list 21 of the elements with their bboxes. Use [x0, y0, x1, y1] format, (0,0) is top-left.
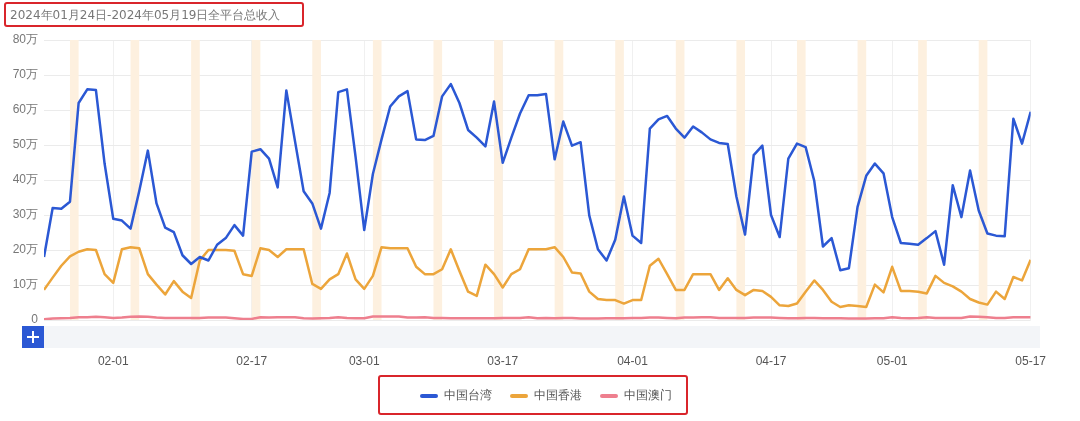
legend-label: 中国澳门: [623, 387, 672, 404]
x-tick-label: 03-01: [348, 353, 380, 368]
y-tick-label: 30万: [12, 207, 38, 222]
x-tick-label: 05-17: [1015, 353, 1047, 368]
y-tick-label: 50万: [12, 137, 38, 152]
y-tick-label: 0: [31, 312, 39, 327]
x-tick-label: 05-01: [876, 353, 908, 368]
y-tick-label: 70万: [12, 67, 38, 82]
x-tick-label: 03-17: [487, 353, 519, 368]
y-tick-label: 80万: [12, 32, 38, 47]
x-tick-label: 02-17: [236, 353, 268, 368]
y-tick-label: 60万: [12, 102, 38, 117]
legend-label: 中国台湾: [443, 387, 492, 404]
y-tick-label: 20万: [12, 242, 38, 257]
chart-title: 2024年01月24日-2024年05月19日全平台总收入: [10, 7, 281, 24]
x-tick-label: 02-01: [97, 353, 129, 368]
legend-label: 中国香港: [533, 387, 582, 404]
y-tick-label: 40万: [12, 172, 38, 187]
x-tick-label: 04-17: [755, 353, 787, 368]
x-tick-label: 04-01: [617, 353, 649, 368]
y-tick-label: 10万: [12, 277, 38, 292]
